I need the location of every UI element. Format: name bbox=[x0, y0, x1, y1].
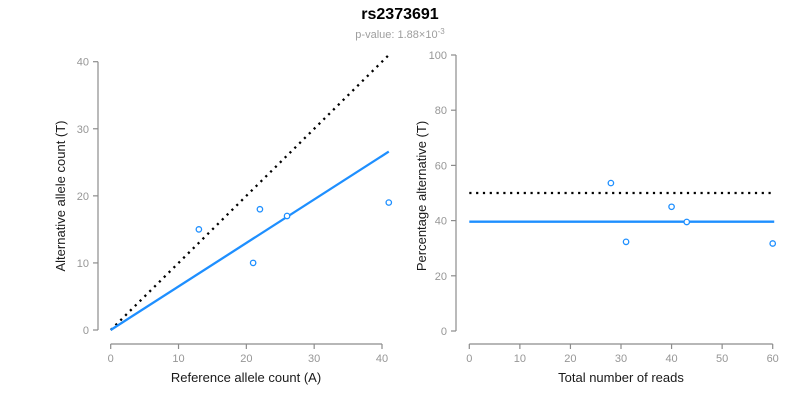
x-tick-label: 60 bbox=[767, 353, 779, 365]
data-point bbox=[622, 238, 630, 246]
y-tick-label: 30 bbox=[77, 124, 89, 136]
right-plot-area: 0 20 40 60 80 100 0 10 20 30 40 50 60 bbox=[429, 50, 779, 365]
fit-line bbox=[110, 150, 390, 331]
x-axis-label-left: Reference allele count (A) bbox=[171, 370, 321, 385]
x-tick-label: 10 bbox=[172, 353, 184, 365]
data-point bbox=[668, 203, 675, 211]
x-axis-label-right: Total number of reads bbox=[558, 370, 684, 385]
data-point bbox=[256, 205, 264, 213]
left-plot-area: 0 10 20 30 40 0 10 20 30 40 bbox=[77, 54, 393, 365]
x-tick-label: 10 bbox=[514, 353, 526, 365]
x-tick-label: 0 bbox=[466, 353, 472, 365]
data-point bbox=[385, 199, 393, 206]
figure-subtitle: p-value: 1.88×10-3 bbox=[0, 27, 800, 41]
y-tick-label: 40 bbox=[77, 57, 89, 69]
y-tick-label: 80 bbox=[435, 105, 447, 117]
data-point bbox=[249, 259, 257, 267]
x-tick-label: 20 bbox=[564, 353, 576, 365]
y-tick-label: 20 bbox=[435, 271, 447, 283]
x-tick-label: 30 bbox=[308, 353, 320, 365]
y-tick-label: 100 bbox=[429, 50, 447, 62]
data-point bbox=[195, 226, 203, 233]
x-tick-label: 40 bbox=[376, 353, 388, 365]
y-tick-label: 0 bbox=[441, 326, 447, 338]
y-tick-label: 0 bbox=[83, 325, 89, 337]
y-axis-label-right: Percentage alternative (T) bbox=[414, 121, 429, 271]
right-plot: 0 20 40 60 80 100 0 10 20 30 40 50 60 Total number o… bbox=[414, 50, 779, 385]
y-tick-label: 60 bbox=[435, 160, 447, 172]
figure-title: rs2373691 bbox=[361, 6, 439, 23]
x-tick-label: 40 bbox=[665, 353, 677, 365]
y-axis-label-left: Alternative allele count (T) bbox=[53, 120, 68, 271]
data-point bbox=[769, 240, 777, 247]
x-tick-label: 50 bbox=[716, 353, 728, 365]
data-point bbox=[283, 212, 291, 220]
p-value-exponent: -3 bbox=[437, 27, 445, 36]
data-point bbox=[607, 179, 615, 187]
y-tick-label: 40 bbox=[435, 216, 447, 228]
y-tick-label: 20 bbox=[77, 191, 89, 203]
x-tick-label: 20 bbox=[240, 353, 252, 365]
p-value-text: p-value: 1.88×10 bbox=[355, 29, 438, 41]
left-plot: 0 10 20 30 40 0 10 20 30 40 Reference allele coun… bbox=[53, 54, 393, 385]
data-point bbox=[683, 218, 691, 226]
identity-line bbox=[109, 54, 390, 331]
y-tick-label: 10 bbox=[77, 258, 89, 270]
x-tick-label: 0 bbox=[108, 353, 114, 365]
x-tick-label: 30 bbox=[615, 353, 627, 365]
